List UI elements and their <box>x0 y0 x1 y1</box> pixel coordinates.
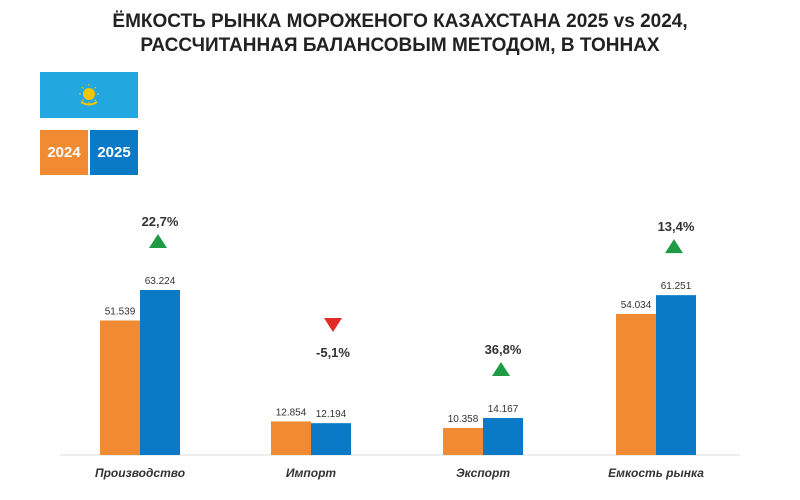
down-arrow-icon <box>324 318 342 332</box>
bar-2024 <box>616 313 656 455</box>
up-arrow-icon <box>149 234 167 248</box>
chart-title-line1: ЁМКОСТЬ РЫНКА МОРОЖЕНОГО КАЗАХСТАНА 2025… <box>112 11 688 32</box>
legend-2025: 2025 <box>90 130 138 175</box>
data-label-2025: 63.224 <box>145 276 176 287</box>
legend-2024: 2024 <box>40 130 88 175</box>
change-label: 22,7% <box>142 214 179 229</box>
chart-title: ЁМКОСТЬ РЫНКА МОРОЖЕНОГО КАЗАХСТАНА 2025… <box>0 10 800 58</box>
change-label: 13,4% <box>658 219 695 234</box>
bar-2024 <box>271 421 311 455</box>
bar-2025 <box>311 423 351 455</box>
bar-2025 <box>656 295 696 455</box>
data-label-2024: 12.854 <box>276 407 307 418</box>
change-label: 36,8% <box>485 342 522 357</box>
chart-title-line2: РАССЧИТАННАЯ БАЛАНСОВЫМ МЕТОДОМ, В ТОННА… <box>140 35 660 56</box>
category-label: Экспорт <box>456 466 510 480</box>
category-label: Производство <box>95 466 185 480</box>
up-arrow-icon <box>665 239 683 254</box>
bar-2024 <box>100 320 140 455</box>
change-label: -5,1% <box>316 345 350 360</box>
data-label-2024: 10.358 <box>448 414 479 425</box>
kazakhstan-flag-icon <box>40 72 138 118</box>
up-arrow-icon <box>492 362 510 377</box>
data-label-2024: 54.034 <box>621 300 652 311</box>
category-label: Емкость рынка <box>608 466 704 480</box>
bar-2025 <box>140 290 180 455</box>
bar-2025 <box>483 418 523 455</box>
data-label-2025: 14.167 <box>488 404 519 415</box>
bar-2024 <box>443 427 483 455</box>
data-label-2024: 51.539 <box>105 306 136 317</box>
category-label: Импорт <box>286 466 336 480</box>
data-label-2025: 61.251 <box>661 281 692 292</box>
data-label-2025: 12.194 <box>316 409 347 420</box>
